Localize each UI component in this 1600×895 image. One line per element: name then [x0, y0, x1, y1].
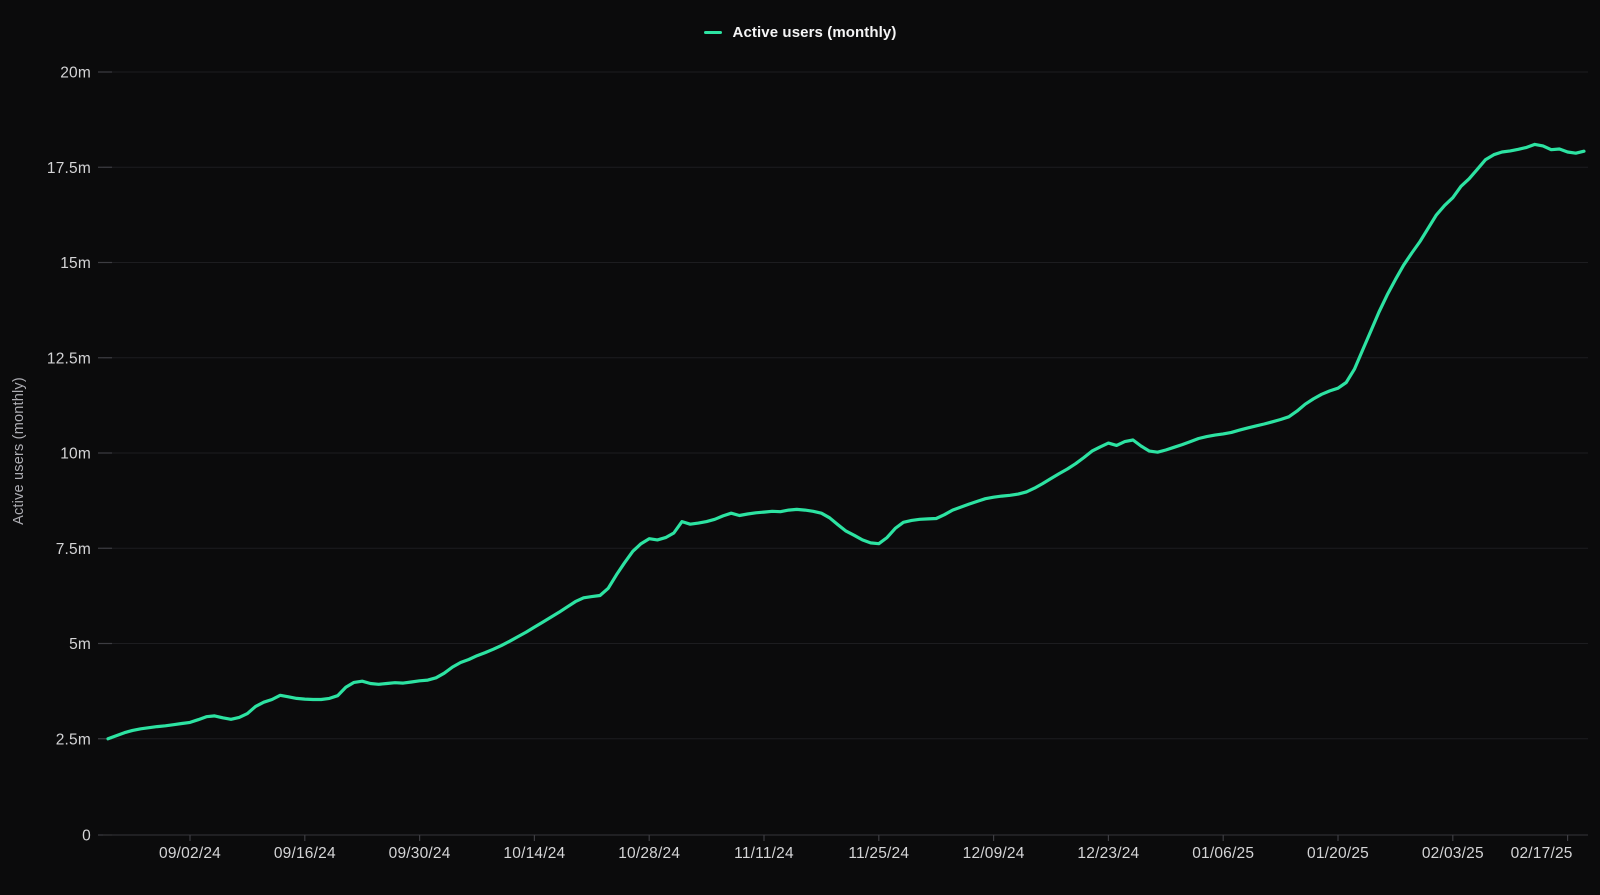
x-tick-label: 01/06/25: [1192, 845, 1254, 862]
x-tick-label: 02/17/25: [1511, 845, 1573, 862]
x-tick-label: 10/14/24: [503, 845, 565, 862]
x-tick-label: 11/11/24: [734, 845, 794, 862]
x-tick-label: 01/20/25: [1307, 845, 1369, 862]
x-tick-label: 09/02/24: [159, 845, 221, 862]
x-tick-label: 09/30/24: [389, 845, 451, 862]
legend[interactable]: Active users (monthly): [0, 24, 1600, 41]
x-tick-label: 12/09/24: [963, 845, 1025, 862]
x-tick-label: 09/16/24: [274, 845, 336, 862]
y-tick-label: 2.5m: [56, 731, 91, 748]
x-tick-label: 02/03/25: [1422, 845, 1484, 862]
y-tick-label: 0: [82, 828, 91, 845]
y-tick-label: 12.5m: [47, 350, 91, 367]
x-tick-label: 11/25/24: [848, 845, 909, 862]
y-tick-label: 15m: [60, 255, 91, 272]
y-tick-label: 17.5m: [47, 160, 91, 177]
x-tick-label: 12/23/24: [1077, 845, 1139, 862]
series-line: [106, 142, 1586, 741]
y-tick-label: 5m: [69, 636, 91, 653]
x-tick-label: 10/28/24: [618, 845, 680, 862]
y-tick-label: 20m: [60, 65, 91, 82]
y-axis-title: Active users (monthly): [11, 377, 27, 525]
legend-label: Active users (monthly): [732, 24, 897, 41]
y-tick-label: 10m: [60, 446, 91, 463]
y-tick-label: 7.5m: [56, 541, 91, 558]
legend-line-swatch: [703, 31, 722, 34]
